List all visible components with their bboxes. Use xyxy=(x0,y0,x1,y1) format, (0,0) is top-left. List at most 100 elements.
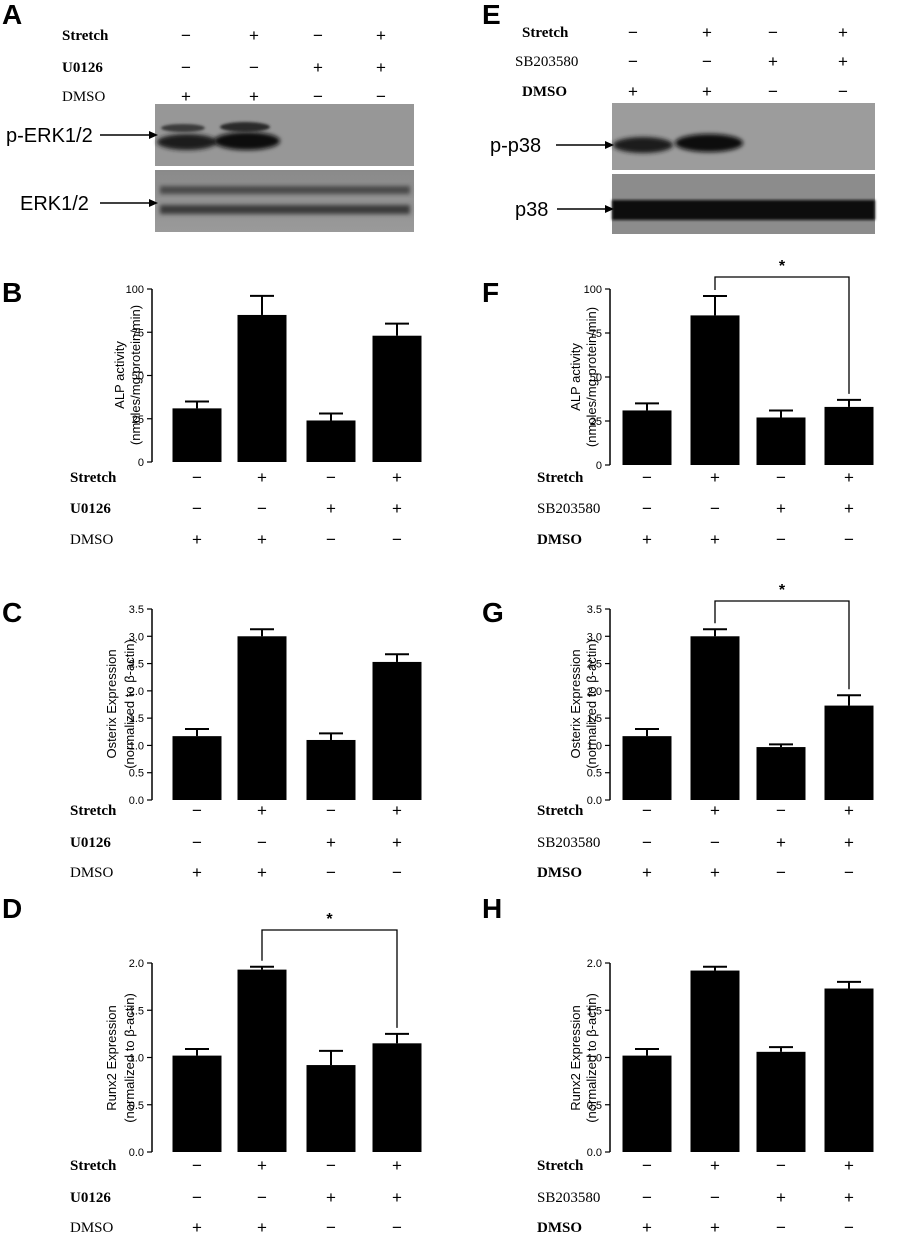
bar-chart-c-tick-label: 2.5 xyxy=(129,659,144,671)
bar-chart-f-condition-sign: + xyxy=(844,499,854,518)
bar-chart-g-tick-label: 3.5 xyxy=(587,604,602,616)
blot-a-sign: + xyxy=(181,87,191,106)
bar-chart-d-tick-label: 0.5 xyxy=(129,1100,144,1112)
bar-chart-c-condition-sign: + xyxy=(392,801,402,820)
bar-chart-d-y-label: Runx2 Expression xyxy=(104,1005,119,1111)
blot-a-sign: − xyxy=(313,87,323,106)
bar-chart-g-condition-sign: + xyxy=(642,863,652,882)
bar-chart-h-y-label: Runx2 Expression xyxy=(568,1005,583,1111)
bar-chart-f-tick-label: 0 xyxy=(596,460,602,472)
blot-a-sign: + xyxy=(376,26,386,45)
bar-chart-g-y-label-units: (normalized to β-actin) xyxy=(584,639,599,769)
bar-chart-h-tick-label: 0.5 xyxy=(587,1100,602,1112)
bar-chart-c-condition-sign: − xyxy=(326,801,336,820)
panel-letter-c: C xyxy=(2,597,22,628)
bar-chart-g-condition-sign: + xyxy=(710,801,720,820)
bar-chart-c-bar xyxy=(372,661,422,800)
bar-chart-c-y-label: Osterix Expression xyxy=(104,649,119,758)
blot-a-arrowhead-bottom xyxy=(149,199,158,207)
bar-chart-h-condition-label: Stretch xyxy=(537,1158,584,1174)
bar-chart-d-bar xyxy=(372,1043,422,1152)
bar-chart-c-condition-sign: − xyxy=(192,801,202,820)
bar-chart-c-condition-label: U0126 xyxy=(70,835,111,851)
blot-a-sign: + xyxy=(376,58,386,77)
bar-chart-c-condition-sign: + xyxy=(192,863,202,882)
bar-chart-f-condition-sign: − xyxy=(776,530,786,549)
bar-chart-h-condition-sign: + xyxy=(710,1218,720,1237)
blot-a-divider xyxy=(155,166,414,170)
bar-chart-g-tick-label: 0.5 xyxy=(587,768,602,780)
blot-a-sign: + xyxy=(249,87,259,106)
bar-chart-h-condition-sign: + xyxy=(844,1188,854,1207)
bar-chart-d-condition-sign: − xyxy=(326,1156,336,1175)
bar-chart-c-condition-sign: − xyxy=(192,833,202,852)
bar-chart-f-condition-label: DMSO xyxy=(537,532,582,548)
bar-chart-c-tick-label: 3.0 xyxy=(129,631,144,643)
panel-letter-a: A xyxy=(2,0,22,30)
bar-chart-h-condition-sign: − xyxy=(642,1156,652,1175)
bar-chart-h-bar xyxy=(824,988,874,1152)
bar-chart-b-condition-sign: − xyxy=(392,530,402,549)
bar-chart-c-condition-sign: + xyxy=(326,833,336,852)
bar-chart-b-condition-sign: + xyxy=(392,468,402,487)
bar-chart-h-bar xyxy=(690,970,740,1152)
bar-chart-f-tick-label: 100 xyxy=(584,284,602,296)
bar-chart-f-condition-sign: − xyxy=(776,468,786,487)
bar-chart-f-bar xyxy=(824,406,874,465)
bar-chart-d-condition-sign: − xyxy=(392,1218,402,1237)
bar-chart-b-tick-label: 100 xyxy=(126,284,144,296)
bar-chart-d-condition-label: DMSO xyxy=(70,1220,114,1236)
blot-e-sign: + xyxy=(838,52,848,71)
bar-chart-c-bar xyxy=(306,739,356,800)
blot-a-sign: − xyxy=(313,26,323,45)
bar-chart-f-y-label-units: (nmoles/mg protein/min) xyxy=(584,307,599,447)
bar-chart-c-condition-sign: − xyxy=(257,833,267,852)
blot-e-sign: − xyxy=(768,82,778,101)
bar-chart-h-condition-sign: + xyxy=(776,1188,786,1207)
bar-chart-g-condition-label: DMSO xyxy=(537,865,582,881)
bar-chart-g-condition-label: SB203580 xyxy=(537,835,600,851)
blot-e-band xyxy=(675,134,743,152)
bar-chart-c-tick-label: 1.5 xyxy=(129,713,144,725)
bar-chart-g-condition-sign: + xyxy=(844,833,854,852)
bar-chart-d-condition-sign: − xyxy=(257,1188,267,1207)
bar-chart-f: 0 25 50 75 100 ALP activity (nmoles/mg protein… xyxy=(537,258,874,549)
blot-a-bottom-membrane xyxy=(155,170,414,232)
bar-chart-b-condition-sign: − xyxy=(192,499,202,518)
bar-chart-g-condition-sign: − xyxy=(642,833,652,852)
bar-chart-g-tick-label: 1.0 xyxy=(587,740,602,752)
bar-chart-b-condition-sign: + xyxy=(257,468,267,487)
bar-chart-d-condition-sign: − xyxy=(326,1218,336,1237)
panel-letter-b: B xyxy=(2,277,22,308)
blot-a-sign: − xyxy=(181,26,191,45)
blot-e-sign: + xyxy=(702,82,712,101)
blot-a-band xyxy=(214,132,280,150)
bar-chart-h-y-label-units: (normalized to β-actin) xyxy=(584,993,599,1123)
blot-a-signs: − + − + − − + + + + − − xyxy=(181,26,386,106)
bar-chart-g-significance-bracket xyxy=(714,600,850,690)
bar-chart-g-bar xyxy=(690,636,740,800)
bar-chart-c-tick-label: 3.5 xyxy=(129,604,144,616)
blot-a-sign: − xyxy=(181,58,191,77)
panel-letter-d: D xyxy=(2,893,22,924)
blot-a-sign: + xyxy=(313,58,323,77)
bar-chart-c-bar xyxy=(237,636,287,800)
bar-chart-b-y-label-units: (nmoles/mg protein/min) xyxy=(128,305,143,445)
blot-e-sign: − xyxy=(628,23,638,42)
bar-chart-g-tick-label: 1.5 xyxy=(587,713,602,725)
bar-chart-h-condition-label: SB203580 xyxy=(537,1190,600,1206)
bar-chart-h-tick-label: 1.5 xyxy=(587,1005,602,1017)
bar-chart-h-tick-label: 2.0 xyxy=(587,958,602,970)
bar-chart-d-condition-sign: + xyxy=(392,1188,402,1207)
panel-letter-f: F xyxy=(482,277,499,308)
bar-chart-h-bar xyxy=(756,1051,806,1152)
bar-chart-b-tick-label: 0 xyxy=(138,457,144,469)
bar-chart-g-condition-sign: − xyxy=(642,801,652,820)
bar-chart-g-tick-label: 2.0 xyxy=(587,686,602,698)
bar-chart-b-tick-label: 25 xyxy=(132,414,144,426)
blot-a-sign: − xyxy=(376,87,386,106)
bar-chart-d-bar xyxy=(237,969,287,1152)
bar-chart-h-condition-label: DMSO xyxy=(537,1220,582,1236)
blot-a-band xyxy=(157,134,217,150)
blot-e-sign: + xyxy=(838,23,848,42)
